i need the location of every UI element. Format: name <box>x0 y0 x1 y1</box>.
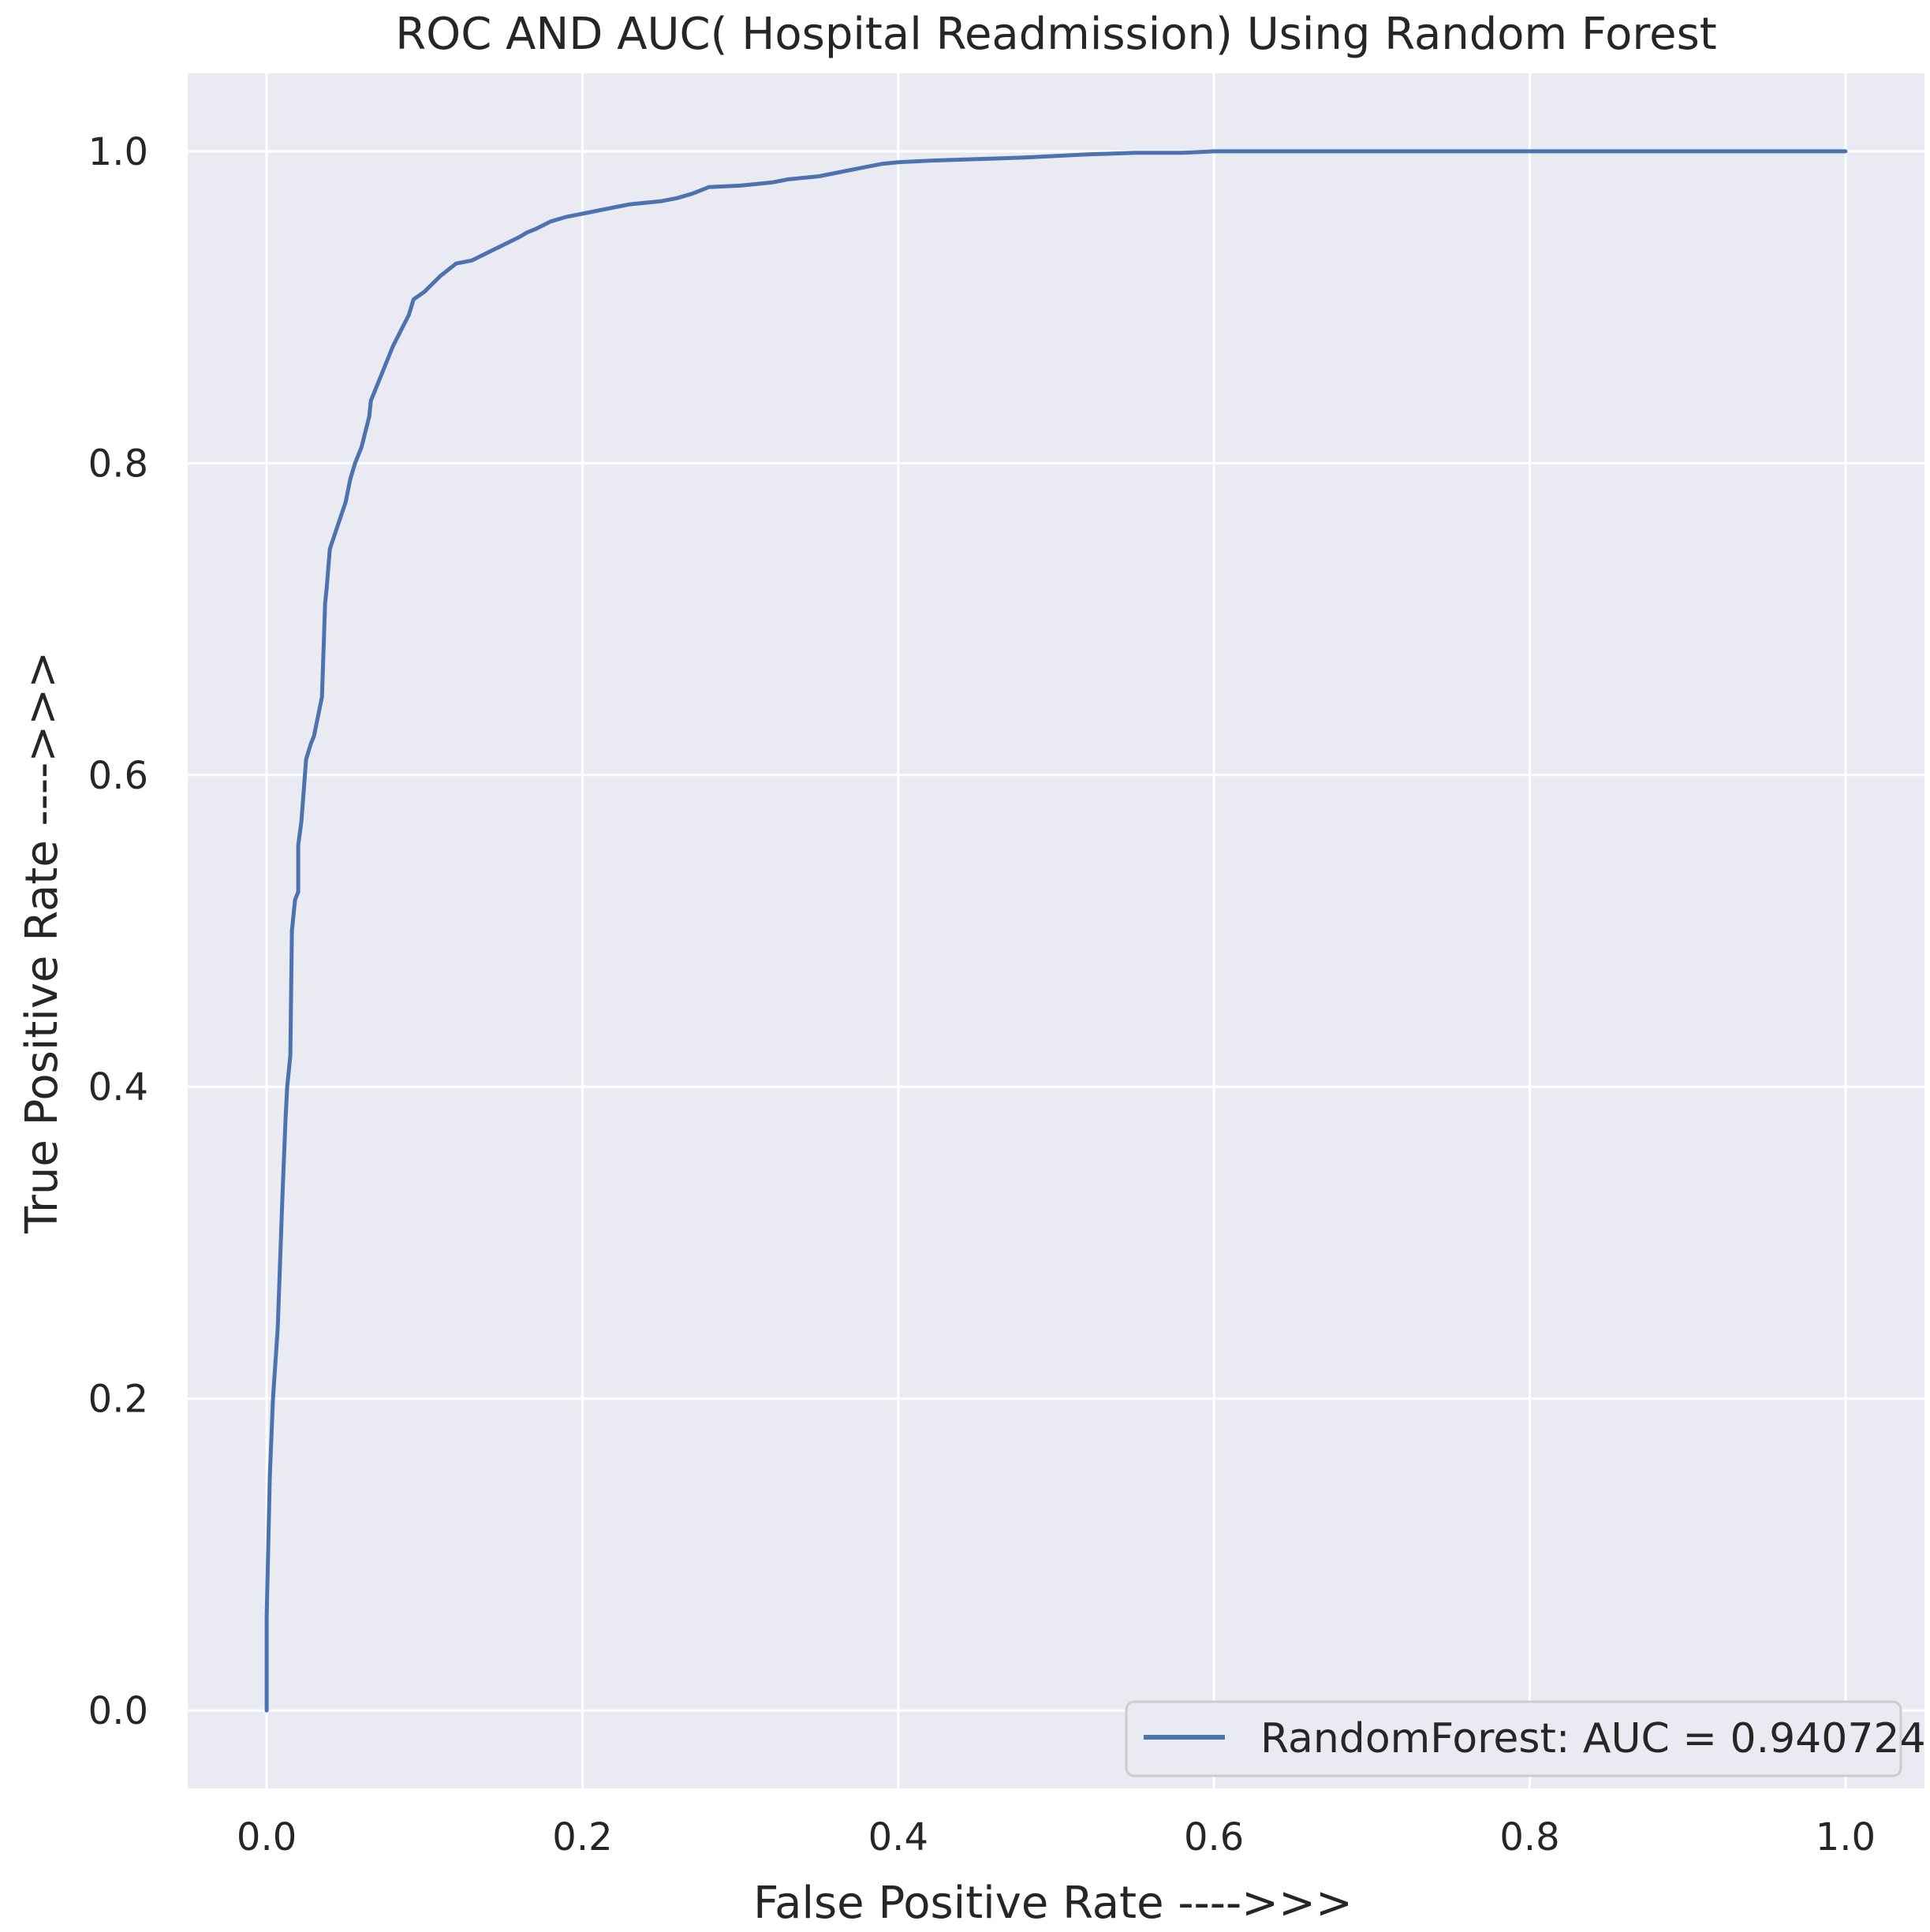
y-tick-label: 0.4 <box>88 1065 148 1110</box>
x-tick-label: 0.0 <box>237 1815 297 1859</box>
x-axis-label: False Positive Rate ---->>> <box>753 1878 1353 1929</box>
y-tick-label: 0.0 <box>88 1689 148 1733</box>
y-tick-label: 0.6 <box>88 754 148 798</box>
plot-area <box>188 73 1924 1788</box>
legend-box <box>1125 1700 1902 1777</box>
roc-curve-line <box>264 149 1848 1713</box>
x-tick-label: 0.8 <box>1499 1815 1559 1859</box>
chart-title: ROC AND AUC( Hospital Readmission) Using… <box>395 9 1717 60</box>
x-tick-label: 1.0 <box>1816 1815 1876 1859</box>
legend-label: RandomForest: AUC = 0.940724 <box>1260 1715 1926 1762</box>
x-tick-label: 0.6 <box>1184 1815 1244 1859</box>
legend: RandomForest: AUC = 0.940724 <box>1125 1700 1926 1777</box>
grid-lines <box>188 73 1924 1788</box>
y-axis-label: True Positive Rate ---->>> <box>17 651 68 1234</box>
x-tick-label: 0.2 <box>552 1815 612 1859</box>
x-axis-ticks: 0.0 0.2 0.4 0.6 0.8 1.0 <box>237 1815 1876 1859</box>
series-layer <box>264 149 1848 1713</box>
y-tick-label: 0.8 <box>88 442 148 486</box>
y-tick-label: 0.2 <box>88 1378 148 1422</box>
x-tick-label: 0.4 <box>868 1815 928 1859</box>
y-tick-label: 1.0 <box>88 130 148 174</box>
y-axis-ticks: 0.0 0.2 0.4 0.6 0.8 1.0 <box>88 130 148 1733</box>
